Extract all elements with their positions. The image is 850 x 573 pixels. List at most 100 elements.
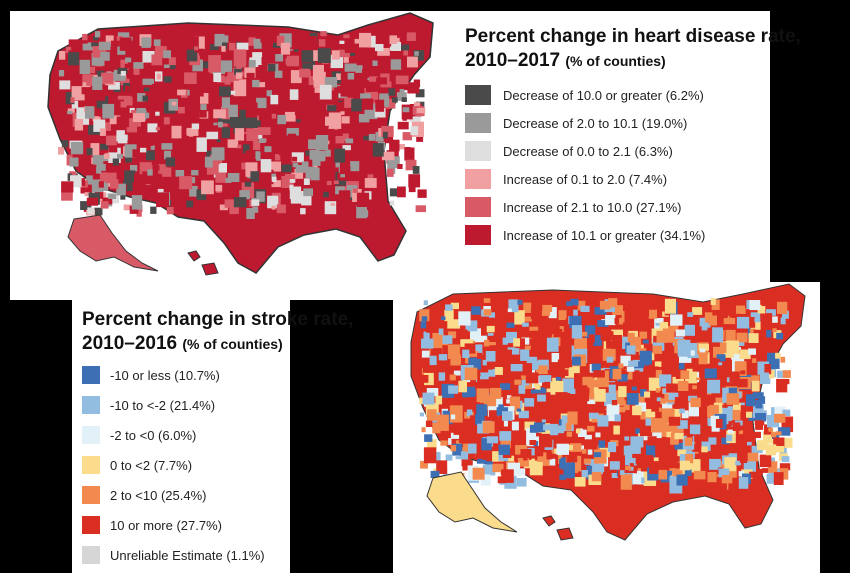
county-patch — [483, 298, 491, 303]
county-patch — [375, 44, 384, 52]
county-patch — [738, 471, 745, 477]
county-patch — [344, 43, 357, 53]
county-patch — [229, 90, 236, 95]
county-patch — [647, 436, 657, 446]
county-patch — [677, 339, 691, 357]
county-patch — [145, 183, 151, 188]
county-patch — [588, 412, 599, 419]
county-patch — [684, 371, 698, 384]
county-patch — [399, 89, 405, 96]
county-patch — [308, 139, 321, 149]
county-patch — [389, 46, 396, 51]
county-patch — [500, 383, 511, 390]
legend-swatch — [82, 426, 100, 444]
county-patch — [147, 169, 153, 176]
county-patch — [334, 148, 346, 163]
county-patch — [353, 127, 366, 137]
county-patch — [312, 50, 322, 61]
county-patch — [543, 424, 551, 431]
county-patch — [132, 149, 144, 158]
county-patch — [597, 415, 609, 427]
county-patch — [343, 56, 349, 63]
county-patch — [476, 388, 489, 403]
county-patch — [590, 379, 598, 387]
county-patch — [581, 331, 588, 337]
county-patch — [206, 165, 217, 175]
county-patch — [671, 421, 684, 433]
county-patch — [581, 448, 587, 454]
county-patch — [221, 45, 226, 52]
legend-label: 0 to <2 (7.7%) — [110, 457, 193, 473]
county-patch — [672, 468, 683, 481]
county-patch — [514, 379, 521, 385]
county-patch — [751, 375, 760, 383]
county-patch — [732, 422, 741, 431]
county-patch — [475, 414, 485, 425]
county-patch — [541, 310, 551, 316]
county-patch — [499, 431, 512, 441]
county-patch — [655, 388, 660, 393]
county-patch — [674, 397, 686, 407]
county-patch — [103, 122, 111, 131]
county-patch — [92, 116, 99, 121]
county-patch — [253, 151, 261, 161]
county-patch — [749, 471, 757, 478]
county-patch — [402, 82, 416, 91]
county-patch — [166, 207, 174, 215]
county-patch — [499, 426, 505, 432]
county-patch — [563, 462, 575, 479]
county-patch — [421, 427, 426, 433]
county-patch — [252, 52, 263, 65]
county-patch — [624, 404, 630, 411]
county-patch — [409, 43, 419, 56]
county-patch — [420, 320, 431, 329]
county-patch — [253, 38, 261, 45]
county-patch — [567, 444, 573, 451]
county-patch — [271, 176, 277, 182]
county-patch — [150, 145, 155, 150]
county-patch — [375, 99, 385, 112]
county-patch — [438, 354, 448, 361]
heart-legend-item: Increase of 0.1 to 2.0 (7.4%) — [465, 168, 667, 190]
county-patch — [267, 195, 279, 209]
county-patch — [341, 116, 350, 124]
county-patch — [301, 161, 309, 168]
county-patch — [618, 318, 624, 325]
county-patch — [618, 363, 624, 369]
county-patch — [317, 48, 331, 63]
county-patch — [179, 176, 193, 190]
stroke-legend: -10 or less (10.7%) -10 to <-2 (21.4%) -… — [82, 364, 287, 569]
county-patch — [196, 137, 207, 152]
county-patch — [208, 55, 221, 73]
county-patch — [555, 392, 568, 409]
county-patch — [595, 432, 601, 438]
county-patch — [729, 308, 739, 318]
county-patch — [525, 372, 539, 384]
county-patch — [627, 445, 641, 454]
county-patch — [291, 168, 304, 179]
county-patch — [624, 436, 630, 441]
county-patch — [389, 69, 400, 82]
county-patch — [537, 359, 549, 371]
county-patch — [374, 108, 386, 118]
county-patch — [587, 396, 596, 405]
county-patch — [436, 460, 448, 474]
county-patch — [692, 307, 703, 315]
county-patch — [215, 168, 227, 183]
county-patch — [571, 325, 583, 339]
county-patch — [117, 95, 131, 105]
county-patch — [65, 46, 72, 54]
county-patch — [435, 395, 443, 405]
county-patch — [242, 144, 250, 154]
county-patch — [372, 143, 384, 157]
county-patch — [534, 422, 546, 433]
county-patch — [715, 358, 720, 362]
county-patch — [204, 156, 213, 168]
county-patch — [419, 397, 425, 405]
county-patch — [518, 410, 529, 419]
county-patch — [116, 130, 125, 142]
county-patch — [436, 390, 442, 397]
county-patch — [606, 341, 613, 349]
legend-label: Increase of 0.1 to 2.0 (7.4%) — [503, 171, 668, 187]
county-patch — [253, 42, 262, 49]
